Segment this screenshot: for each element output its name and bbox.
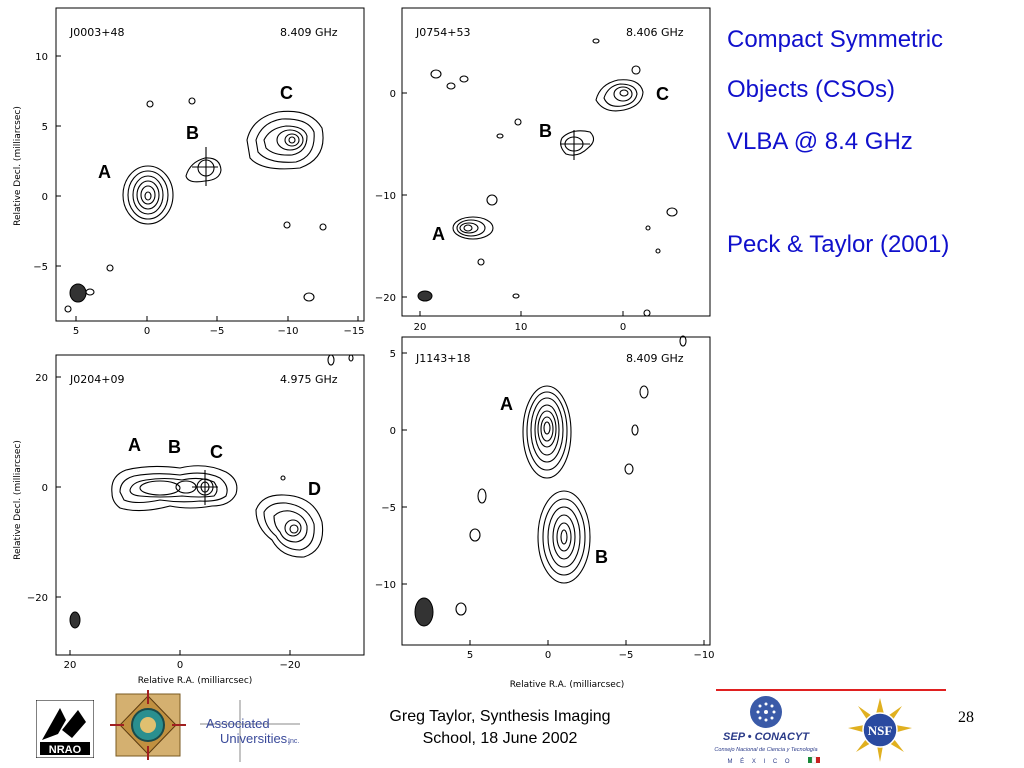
- y-tick-label: −10: [375, 191, 396, 202]
- y-tick-label: 0: [390, 426, 396, 437]
- x-tick-label: −10: [693, 650, 714, 661]
- frequency-label: 8.409 GHz: [280, 26, 338, 39]
- nrao-logo: NRAO: [36, 700, 94, 758]
- component-label-b: B: [186, 123, 199, 143]
- x-tick-label: 5: [467, 650, 473, 661]
- component-label-a: A: [128, 435, 141, 455]
- frequency-label: 8.409 GHz: [626, 352, 684, 365]
- y-axis-label: Relative Decl. (milliarcsec): [13, 106, 23, 226]
- panel-j0204: J0204+09 4.975 GHz 20 0 −20 20 0 −20 Rel…: [13, 354, 365, 686]
- slide-title-line-2: Objects (CSOs): [727, 76, 896, 103]
- y-tick-label: −20: [27, 593, 48, 604]
- associated-text: Associated: [206, 716, 270, 731]
- beam-ellipse: [69, 611, 81, 629]
- footer-line-2: School, 18 June 2002: [422, 730, 578, 747]
- component-label-c: C: [656, 84, 669, 104]
- y-tick-label: 20: [35, 373, 48, 384]
- source-name: J0003+48: [69, 26, 124, 39]
- sep-conacyt-text: SEP • CONACYT: [723, 731, 810, 743]
- nsf-logo: NSF: [848, 698, 912, 762]
- associated-universities-logo: Associated Universities, Inc.: [200, 700, 300, 762]
- source-name: J0204+09: [69, 373, 124, 386]
- y-tick-label: −20: [375, 293, 396, 304]
- beam-ellipse: [414, 597, 434, 627]
- panel-frame: [55, 354, 365, 656]
- y-tick-label: 0: [390, 89, 396, 100]
- y-tick-label: −5: [33, 262, 48, 273]
- conacyt-subtitle: Consejo Nacional de Ciencia y Tecnología: [714, 747, 817, 753]
- component-label-c: C: [210, 442, 223, 462]
- mexico-text: M É X I C O: [727, 758, 792, 765]
- component-label-d: D: [308, 479, 321, 499]
- x-tick-label: 10: [515, 322, 528, 333]
- panel-frame: [401, 336, 711, 646]
- component-label-b: B: [539, 121, 552, 141]
- component-label-b: B: [595, 547, 608, 567]
- component-label-a: A: [98, 162, 111, 182]
- component-label-b: B: [168, 437, 181, 457]
- x-axis-label: Relative R.A. (milliarcsec): [510, 680, 625, 690]
- slide-title-line-3: VLBA @ 8.4 GHz: [727, 128, 913, 155]
- inc-text: Inc.: [288, 738, 299, 745]
- frequency-label: 8.406 GHz: [626, 26, 684, 39]
- x-tick-label: −20: [279, 660, 300, 671]
- component-label-a: A: [500, 394, 513, 414]
- x-tick-label: 20: [414, 322, 427, 333]
- beam-ellipse: [69, 283, 87, 303]
- nsf-logo-text: NSF: [868, 723, 893, 738]
- page-number: 28: [958, 709, 974, 726]
- y-tick-label: 5: [390, 349, 396, 360]
- source-name: J1143+18: [415, 352, 470, 365]
- source-name: J0754+53: [415, 26, 470, 39]
- y-tick-label: 5: [42, 122, 48, 133]
- panel-j0003: J0003+48 8.409 GHz 5 0 −5 −10 −15 10 5 0…: [13, 7, 365, 337]
- footer-line-1: Greg Taylor, Synthesis Imaging: [389, 708, 611, 725]
- x-tick-label: 0: [177, 660, 183, 671]
- x-axis-label: Relative R.A. (milliarcsec): [138, 676, 253, 686]
- y-tick-label: 0: [42, 192, 48, 203]
- nrao-logo-text: NRAO: [49, 744, 82, 756]
- panel-frame: [55, 7, 365, 322]
- y-tick-label: −10: [375, 580, 396, 591]
- contour-map: [455, 335, 687, 616]
- universities-text: Universities,: [220, 731, 291, 746]
- frequency-label: 4.975 GHz: [280, 373, 338, 386]
- sep-conacyt-logo: SEP • CONACYT Consejo Nacional de Cienci…: [714, 696, 820, 765]
- y-tick-label: −5: [381, 503, 396, 514]
- contour-map: [111, 354, 354, 558]
- x-tick-label: −15: [343, 326, 364, 337]
- panel-j1143: J1143+18 8.409 GHz 5 0 −5 −10 5 0 −5 −10…: [375, 335, 715, 690]
- component-label-a: A: [432, 224, 445, 244]
- panel-j0754: J0754+53 8.406 GHz 20 10 0 0 −10 −20: [375, 7, 711, 333]
- y-tick-label: 0: [42, 483, 48, 494]
- y-tick-label: 10: [35, 52, 48, 63]
- x-tick-label: 5: [73, 326, 79, 337]
- y-axis-label: Relative Decl. (milliarcsec): [13, 440, 23, 560]
- x-tick-label: 0: [620, 322, 626, 333]
- slide-title-line-1: Compact Symmetric: [727, 26, 944, 53]
- beam-ellipse: [417, 290, 433, 302]
- panel-frame: [401, 7, 711, 317]
- x-tick-label: −5: [210, 326, 225, 337]
- footer-credit: Greg Taylor, Synthesis Imaging School, 1…: [345, 706, 655, 750]
- x-tick-label: −5: [619, 650, 634, 661]
- footer-divider: [716, 689, 946, 691]
- component-label-c: C: [280, 83, 293, 103]
- x-tick-label: 0: [545, 650, 551, 661]
- x-tick-label: 0: [144, 326, 150, 337]
- reference-citation: Peck & Taylor (2001): [727, 231, 950, 258]
- x-tick-label: 20: [64, 660, 77, 671]
- x-tick-label: −10: [277, 326, 298, 337]
- zia-seal-logo: [110, 690, 186, 760]
- contour-map: [430, 38, 678, 317]
